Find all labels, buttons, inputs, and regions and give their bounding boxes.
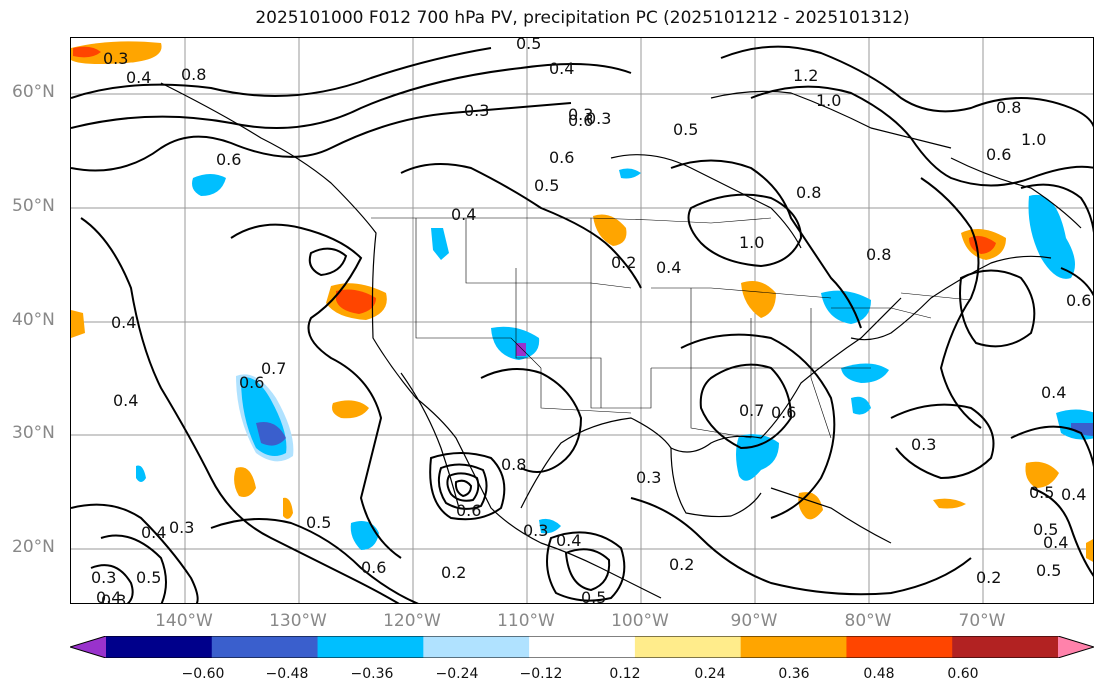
colorbar-segment — [952, 636, 1059, 658]
contour-label: 0.3 — [523, 521, 548, 540]
contour-label: 0.3 — [464, 101, 489, 120]
colorbar-segment — [846, 636, 953, 658]
contour-label: 0.6 — [456, 501, 481, 520]
lon-label-130w: 130°W — [269, 611, 327, 631]
lon-label-120w: 120°W — [383, 611, 441, 631]
lon-label-90w: 90°W — [730, 611, 778, 631]
contour-label: 0.4 — [1041, 383, 1066, 402]
coastlines — [160, 82, 1082, 599]
map-panel: 0.3 0.4 0.8 0.6 0.5 0.4 0.3 0.6 0.5 1.2 … — [70, 37, 1094, 604]
contour-label: 0.4 — [556, 531, 581, 550]
contour-label: 0.5 — [581, 588, 606, 604]
contour-label: 0.3 — [586, 109, 611, 128]
contour-label: 0.4 — [1043, 533, 1068, 552]
precip-patches — [71, 41, 1093, 562]
contour-label: 0.8 — [501, 455, 526, 474]
contour-label: 0.3 — [101, 591, 126, 604]
lon-label-70w: 70°W — [958, 611, 1006, 631]
colorbar-segment — [317, 636, 424, 658]
contour-label: 0.2 — [669, 555, 694, 574]
contour-label: 0.8 — [796, 183, 821, 202]
pv-contours — [71, 45, 1093, 603]
lat-label-50n: 50°N — [12, 196, 55, 216]
colorbar-extend-high — [1058, 636, 1094, 658]
contour-label: 0.6 — [239, 373, 264, 392]
contour-label: 0.6 — [568, 111, 593, 130]
lon-label-140w: 140°W — [155, 611, 213, 631]
colorbar-segment — [423, 636, 530, 658]
contour-label: 0.7 — [739, 401, 764, 420]
contour-label: 0.5 — [534, 176, 559, 195]
colorbar-tick: 0.48 — [863, 666, 895, 682]
map-title: 2025101000 F012 700 hPa PV, precipitatio… — [255, 8, 910, 28]
contour-label: 0.6 — [361, 558, 386, 577]
colorbar-segment — [740, 636, 847, 658]
lon-label-110w: 110°W — [497, 611, 555, 631]
lon-label-100w: 100°W — [611, 611, 669, 631]
lat-label-60n: 60°N — [12, 82, 55, 102]
contour-label: 0.3 — [91, 568, 116, 587]
contour-label: 0.5 — [673, 120, 698, 139]
contour-label: 0.4 — [549, 59, 574, 78]
colorbar-tick: 0.24 — [694, 666, 726, 682]
contour-label: 0.4 — [126, 68, 151, 87]
contour-label: 0.4 — [96, 588, 121, 604]
contour-label: 1.2 — [793, 66, 818, 85]
colorbar-segment — [211, 636, 319, 658]
contour-label: 0.8 — [181, 65, 206, 84]
contour-label: 0.6 — [986, 145, 1011, 164]
contour-label: 0.5 — [1033, 520, 1058, 539]
contour-label: 0.4 — [111, 313, 136, 332]
contour-label: 1.0 — [816, 91, 841, 110]
colorbar-tick: −0.48 — [265, 666, 309, 682]
colorbar-tick: −0.24 — [435, 666, 479, 682]
contour-label: 0.6 — [549, 148, 574, 167]
state-borders — [371, 217, 972, 439]
contour-label: 0.8 — [996, 98, 1021, 117]
contour-label: 0.3 — [911, 435, 936, 454]
contour-label: 0.4 — [1061, 485, 1086, 504]
colorbar-segment — [634, 636, 742, 658]
lat-label-40n: 40°N — [12, 310, 55, 330]
colorbar-tick: −0.60 — [181, 666, 225, 682]
contour-label: 0.3 — [103, 49, 128, 68]
contour-label: 0.4 — [451, 205, 476, 224]
contour-label: 0.4 — [141, 523, 166, 542]
colorbar — [70, 636, 1094, 658]
contour-label: 0.5 — [306, 513, 331, 532]
contour-label: 0.4 — [656, 258, 681, 277]
contour-label: 0.5 — [1029, 483, 1054, 502]
contour-label: 0.2 — [611, 253, 636, 272]
contour-label: 0.6 — [771, 403, 796, 422]
map-canvas: 0.3 0.4 0.8 0.6 0.5 0.4 0.3 0.6 0.5 1.2 … — [71, 38, 1093, 604]
contour-label: 0.5 — [136, 568, 161, 587]
colorbar-segment — [106, 636, 213, 658]
contour-label: 0.5 — [516, 38, 541, 53]
contour-label: 1.0 — [739, 233, 764, 252]
contour-label: 0.8 — [866, 245, 891, 264]
contour-label: 0.2 — [976, 568, 1001, 587]
contour-label: 0.6 — [216, 150, 241, 169]
colorbar-tick: 0.36 — [778, 666, 810, 682]
colorbar-tick: −0.36 — [350, 666, 394, 682]
contour-label: 0.5 — [1036, 561, 1061, 580]
colorbar-segment — [529, 636, 636, 658]
contour-label: 0.3 — [568, 105, 593, 124]
contour-label: 0.6 — [1066, 291, 1091, 310]
contour-label: 0.2 — [441, 563, 466, 582]
contour-label: 0.3 — [636, 468, 661, 487]
lat-label-20n: 20°N — [12, 537, 55, 557]
contour-label: 0.4 — [113, 391, 138, 410]
contour-label: 0.7 — [261, 359, 286, 378]
colorbar-tick: 0.12 — [609, 666, 641, 682]
colorbar-tick: −0.12 — [519, 666, 563, 682]
contour-label: 0.3 — [169, 518, 194, 537]
contour-labels: 0.3 0.4 0.8 0.6 0.5 0.4 0.3 0.6 0.5 1.2 … — [91, 38, 1091, 604]
lon-label-80w: 80°W — [844, 611, 892, 631]
colorbar-extend-low — [70, 636, 106, 658]
colorbar-tick: 0.60 — [947, 666, 979, 682]
contour-label: 1.0 — [1021, 130, 1046, 149]
lat-label-30n: 30°N — [12, 423, 55, 443]
